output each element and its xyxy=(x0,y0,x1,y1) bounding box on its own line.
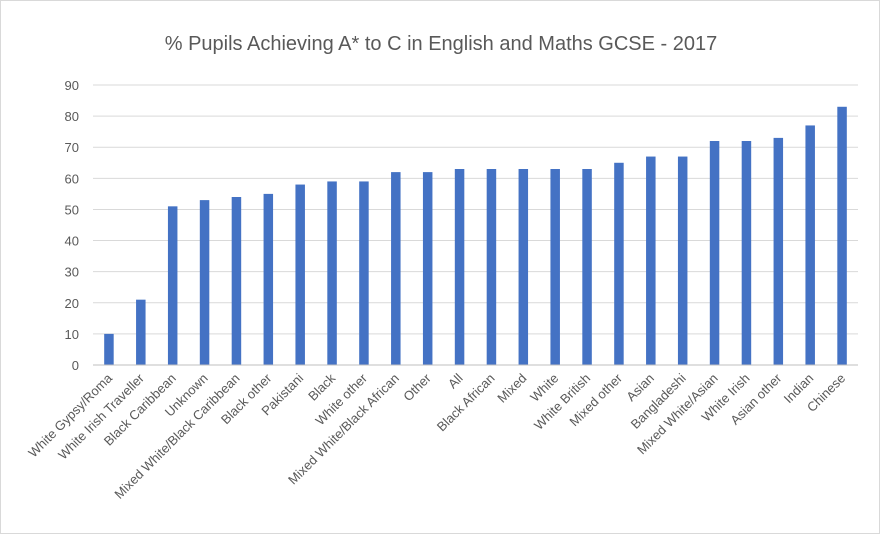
y-tick-label: 10 xyxy=(65,327,79,342)
y-tick-label: 70 xyxy=(65,140,79,155)
bar xyxy=(263,193,274,365)
y-axis-ticks: 0 10 20 30 40 50 60 70 80 90 xyxy=(65,78,79,373)
bar xyxy=(677,156,688,365)
bar xyxy=(646,156,656,365)
bar xyxy=(104,333,114,365)
bar xyxy=(805,125,815,365)
y-tick-label: 80 xyxy=(65,109,79,124)
x-tick-label: All xyxy=(445,370,466,391)
bar xyxy=(359,181,369,365)
x-tick-label: Other xyxy=(400,370,434,404)
bar xyxy=(614,162,624,365)
gridlines xyxy=(93,84,858,335)
bar xyxy=(295,184,305,365)
y-tick-label: 90 xyxy=(65,78,79,93)
y-tick-label: 40 xyxy=(65,234,79,249)
bars xyxy=(104,106,847,366)
bar xyxy=(518,169,529,365)
bar xyxy=(231,197,242,365)
y-tick-label: 50 xyxy=(65,202,79,217)
y-tick-label: 20 xyxy=(65,296,79,311)
x-tick-label: Mixed xyxy=(494,371,529,406)
bar xyxy=(773,137,784,365)
bar xyxy=(199,200,210,365)
bar xyxy=(837,106,847,366)
bar xyxy=(550,169,560,365)
bar xyxy=(454,169,465,365)
x-tick-label: Black African xyxy=(434,371,498,435)
y-tick-label: 0 xyxy=(72,358,79,373)
bar xyxy=(391,172,401,365)
bar xyxy=(709,141,720,365)
bar xyxy=(582,169,592,365)
bar xyxy=(167,206,178,365)
bar xyxy=(741,141,752,365)
y-tick-label: 60 xyxy=(65,171,79,186)
bar xyxy=(327,181,337,365)
bar xyxy=(136,299,146,365)
y-tick-label: 30 xyxy=(65,265,79,280)
bar xyxy=(486,169,497,365)
chart-title: % Pupils Achieving A* to C in English an… xyxy=(165,33,718,55)
bar xyxy=(422,172,433,365)
